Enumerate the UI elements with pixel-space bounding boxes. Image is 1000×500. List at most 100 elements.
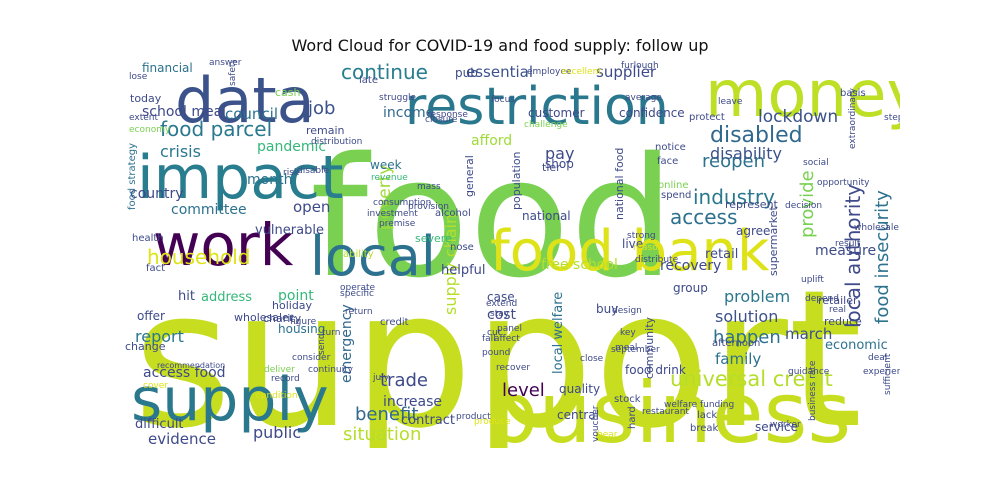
word-51: income <box>383 105 434 121</box>
word-98: tier <box>542 161 561 174</box>
word-110: online <box>658 180 689 191</box>
word-155: deal <box>868 353 887 363</box>
word-96: wholesaler <box>234 311 294 324</box>
word-71: confidence <box>619 106 685 120</box>
word-154: real <box>829 305 846 315</box>
word-43: essential <box>466 63 533 81</box>
word-135: excellent <box>561 67 602 77</box>
word-139: challenge <box>524 120 568 130</box>
word-117: fact <box>146 263 165 274</box>
word-146: decision <box>785 201 822 211</box>
word-130: revenue <box>371 173 408 183</box>
word-25: level <box>502 380 545 401</box>
word-0: support <box>133 249 862 448</box>
word-153: depend <box>805 294 839 304</box>
word-179: operate <box>340 283 376 293</box>
word-168: meal <box>615 343 637 353</box>
word-185: provision <box>408 202 449 212</box>
word-124: extent <box>129 113 158 123</box>
word-91: retailer <box>818 294 858 307</box>
word-82: live <box>622 237 643 251</box>
word-66: hit <box>178 289 195 304</box>
word-41: council <box>225 105 278 123</box>
word-192: record <box>271 374 300 384</box>
word-175: stay <box>490 309 510 319</box>
word-49: emergency <box>339 304 355 383</box>
word-83: group <box>673 281 708 295</box>
word-142: extraordinary <box>848 87 858 149</box>
word-180: specific <box>340 289 374 299</box>
word-165: september <box>611 345 660 355</box>
word-118: credit <box>380 317 409 328</box>
word-3: money <box>705 60 900 132</box>
word-9: work <box>153 211 294 279</box>
word-137: average <box>625 93 662 103</box>
word-63: economic <box>825 338 888 353</box>
word-169: close <box>580 354 604 364</box>
word-106: afternoon <box>712 338 760 349</box>
word-23: benefit <box>355 404 418 425</box>
word-75: case <box>487 290 515 304</box>
word-26: trade <box>380 370 428 391</box>
word-27: happen <box>713 327 781 348</box>
word-158: business rate <box>808 360 818 421</box>
word-85: cash <box>275 86 301 99</box>
word-52: month <box>247 172 292 188</box>
word-78: pub <box>455 66 478 80</box>
word-145: opportunity <box>817 178 870 188</box>
word-121: nose <box>450 242 474 253</box>
word-13: disabled <box>710 123 803 148</box>
word-173: product <box>456 412 491 422</box>
word-159: sufficient <box>883 353 893 395</box>
word-171: cut <box>487 328 502 338</box>
word-183: consumption <box>373 198 431 208</box>
word-84: agree <box>736 224 770 238</box>
word-65: local welfare <box>551 292 566 374</box>
word-89: central <box>557 408 599 422</box>
chart-title: Word Cloud for COVID-19 and food supply:… <box>291 36 709 55</box>
word-11: universal credit <box>670 367 833 391</box>
word-189: turn <box>322 328 340 338</box>
word-182: pound <box>482 348 510 358</box>
word-74: national <box>522 209 571 223</box>
word-116: health <box>132 233 164 244</box>
word-163: restaurant <box>642 407 689 417</box>
word-197: consider <box>292 353 331 363</box>
word-58: recovery <box>660 258 721 274</box>
word-160: worker <box>770 420 801 430</box>
word-127: safety net <box>228 60 238 86</box>
word-95: charity <box>263 312 302 325</box>
word-133: focus <box>491 95 515 105</box>
word-7: local <box>310 225 436 288</box>
word-109: protect <box>689 112 725 123</box>
word-2: business <box>485 364 851 448</box>
word-150: reason <box>633 243 663 253</box>
word-176: affect <box>494 334 520 344</box>
word-90: remain <box>306 124 345 137</box>
word-10: restriction <box>405 77 669 137</box>
word-132: risk <box>283 168 300 178</box>
word-99: population <box>510 151 523 210</box>
word-108: face <box>657 156 678 167</box>
word-5: impact <box>137 143 343 213</box>
word-69: customer <box>528 106 585 120</box>
word-21: reopen <box>702 151 765 172</box>
word-30: disability <box>710 144 782 163</box>
word-114: hard <box>627 406 638 429</box>
word-101: community <box>643 316 656 379</box>
word-184: investment <box>367 209 418 219</box>
word-32: poverty <box>375 165 395 230</box>
word-162: hear <box>597 430 618 440</box>
word-125: economy <box>129 125 171 135</box>
word-167: key <box>620 328 636 338</box>
word-94: holiday <box>272 299 313 312</box>
word-134: employee <box>527 67 572 77</box>
word-4: data <box>175 64 315 137</box>
word-93: represent <box>725 198 779 211</box>
word-79: shop <box>545 157 574 171</box>
word-64: point <box>278 288 314 304</box>
word-88: quality <box>559 382 600 396</box>
word-86: severe <box>415 232 452 245</box>
word-12: food parcel <box>160 117 272 141</box>
word-29: crisis <box>160 142 201 161</box>
